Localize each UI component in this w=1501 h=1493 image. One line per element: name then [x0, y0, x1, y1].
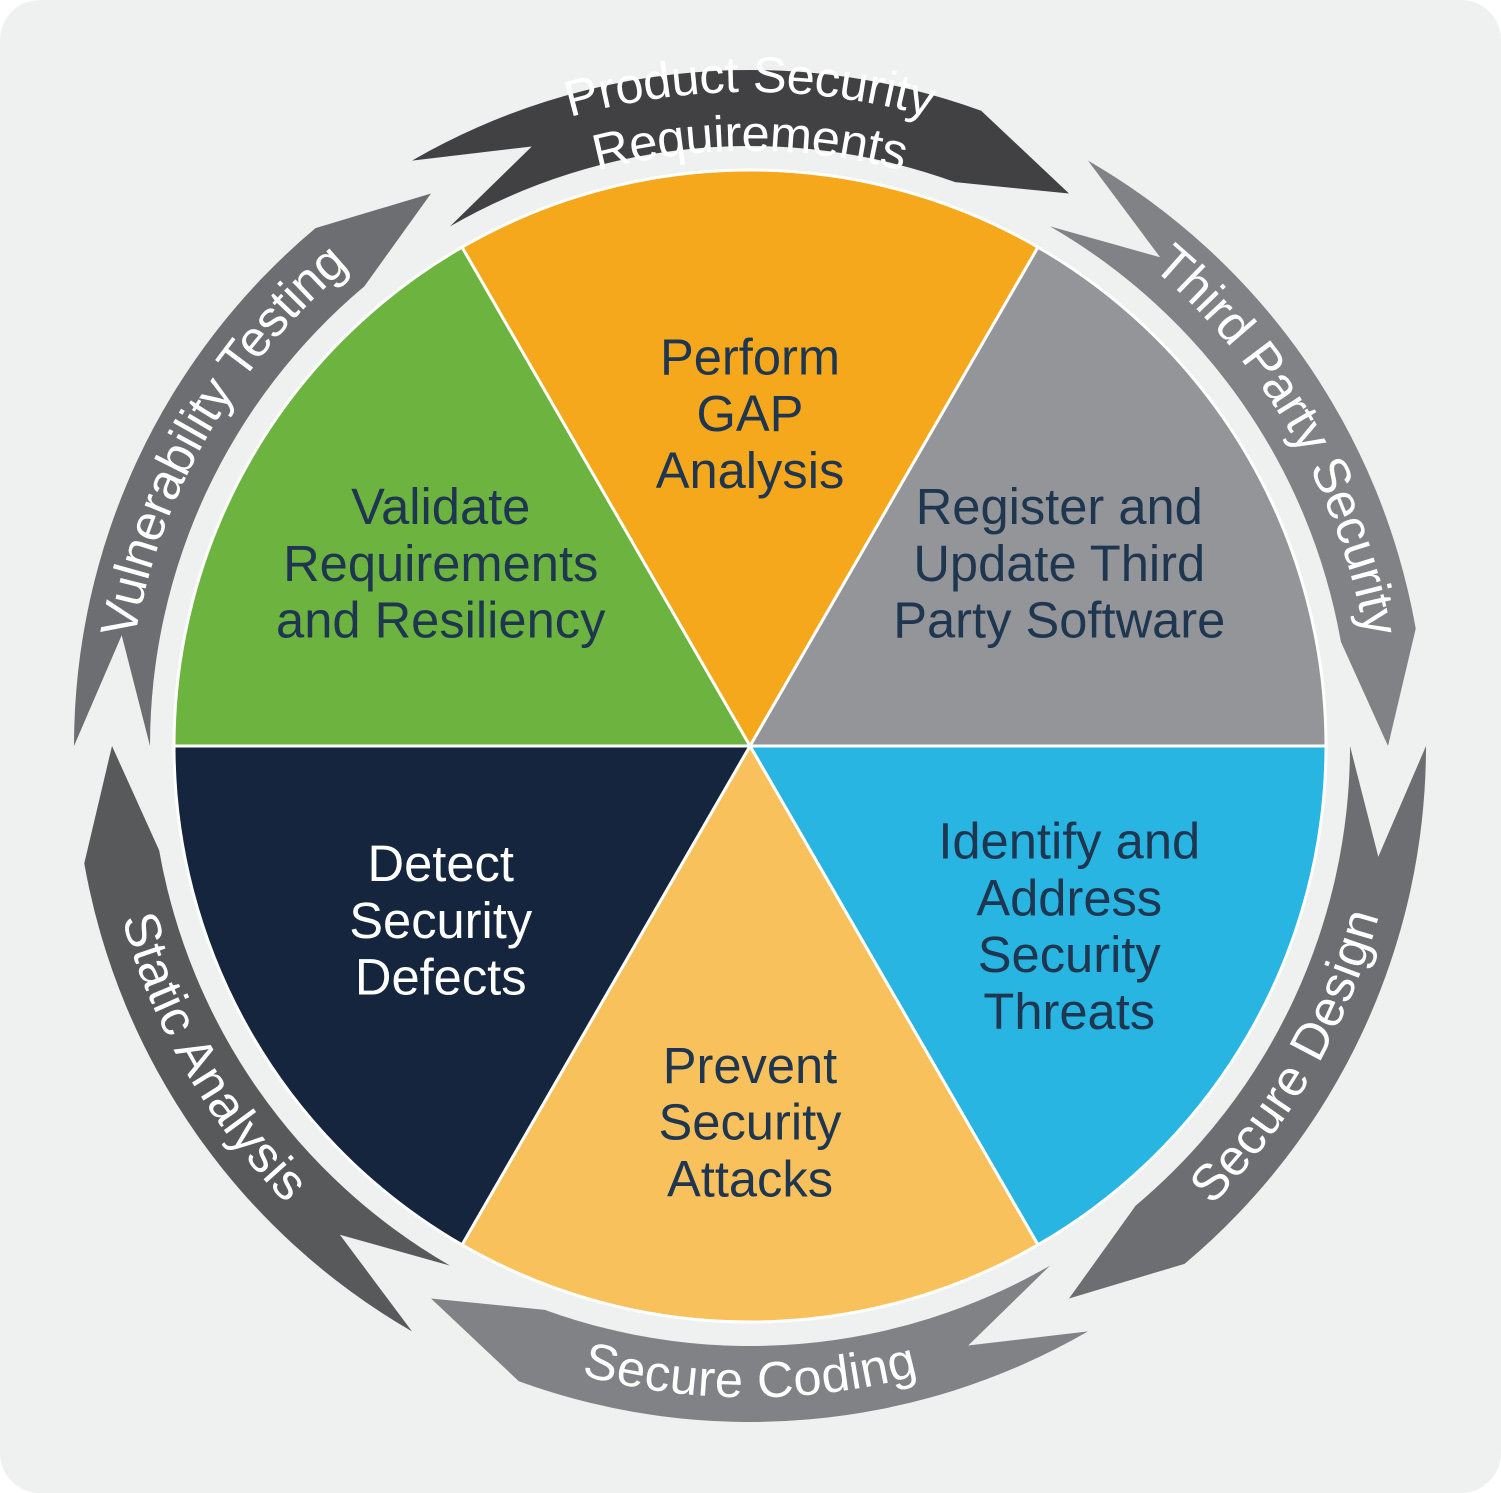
slice-label-third-party: Register andUpdate ThirdParty Software [893, 478, 1225, 648]
slice-label-static-analysis: DetectSecurityDefects [349, 835, 533, 1005]
wheel-svg: Product SecurityRequirementsThird Party … [0, 0, 1501, 1493]
ring-label-secure-coding: Secure Coding [579, 1331, 922, 1409]
slice-label-secure-coding: PreventSecurityAttacks [659, 1037, 843, 1207]
wheel-diagram: Product SecurityRequirementsThird Party … [0, 0, 1501, 1493]
